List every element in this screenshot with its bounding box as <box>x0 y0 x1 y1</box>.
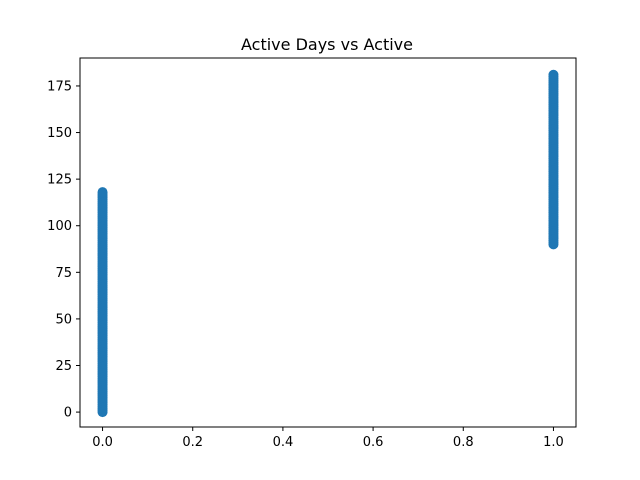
x-tick-label: 0.4 <box>273 435 294 450</box>
y-tick-label: 75 <box>55 266 72 281</box>
plot-frame <box>79 57 577 428</box>
y-tick-label: 150 <box>47 126 72 141</box>
chart-title: Active Days vs Active <box>241 35 413 54</box>
x-tick-label: 1.0 <box>543 435 564 450</box>
y-tick-label: 50 <box>55 312 72 327</box>
y-tick-label: 0 <box>64 406 72 421</box>
x-tick-label: 0.2 <box>182 435 203 450</box>
data-point <box>97 187 108 198</box>
y-tick-label: 100 <box>47 219 72 234</box>
data-point <box>548 69 559 80</box>
x-tick-label: 0.0 <box>92 435 113 450</box>
axes-layer: 0.0 0.2 0.4 0.6 0.8 1.0 0 25 50 75 100 125 150 175 <box>47 79 564 450</box>
y-tick-label: 175 <box>47 79 72 94</box>
points-layer <box>97 69 559 418</box>
x-tick-label: 0.8 <box>453 435 474 450</box>
y-tick-label: 125 <box>47 173 72 188</box>
x-tick-label: 0.6 <box>363 435 384 450</box>
y-tick-label: 25 <box>55 359 72 374</box>
